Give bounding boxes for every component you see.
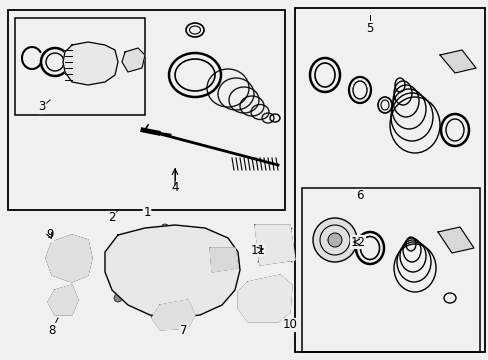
Polygon shape: [152, 300, 195, 330]
Polygon shape: [238, 275, 291, 322]
Polygon shape: [254, 225, 294, 265]
Text: 10: 10: [282, 319, 297, 332]
Text: 3: 3: [38, 100, 45, 113]
Circle shape: [312, 218, 356, 262]
Circle shape: [259, 255, 266, 261]
Text: 8: 8: [48, 324, 56, 337]
Text: 6: 6: [356, 189, 363, 202]
Circle shape: [58, 256, 62, 261]
Circle shape: [327, 233, 341, 247]
Polygon shape: [48, 285, 78, 315]
Circle shape: [151, 311, 159, 319]
Circle shape: [169, 266, 181, 278]
Text: 1: 1: [143, 207, 150, 220]
Circle shape: [210, 298, 219, 306]
Polygon shape: [209, 248, 238, 272]
Circle shape: [259, 229, 266, 235]
Text: 2: 2: [108, 211, 116, 225]
Bar: [302, 188, 479, 352]
Circle shape: [283, 255, 290, 261]
Bar: [15, 18, 145, 115]
Bar: [294, 8, 484, 352]
Polygon shape: [105, 225, 240, 318]
Circle shape: [205, 232, 214, 240]
Circle shape: [283, 229, 290, 235]
Circle shape: [114, 294, 122, 302]
Polygon shape: [437, 227, 473, 253]
Circle shape: [72, 264, 77, 269]
Circle shape: [225, 258, 234, 266]
Bar: [8, 10, 285, 210]
Text: 5: 5: [366, 22, 373, 35]
Polygon shape: [439, 50, 475, 73]
Polygon shape: [63, 42, 118, 85]
Polygon shape: [46, 235, 92, 282]
Circle shape: [72, 247, 77, 252]
Circle shape: [161, 224, 169, 232]
Text: 4: 4: [171, 181, 179, 194]
Text: 12: 12: [350, 235, 365, 248]
Text: 9: 9: [46, 229, 54, 242]
Circle shape: [124, 238, 132, 246]
Polygon shape: [122, 48, 145, 72]
Text: 11: 11: [250, 243, 265, 256]
Text: 7: 7: [180, 324, 187, 338]
